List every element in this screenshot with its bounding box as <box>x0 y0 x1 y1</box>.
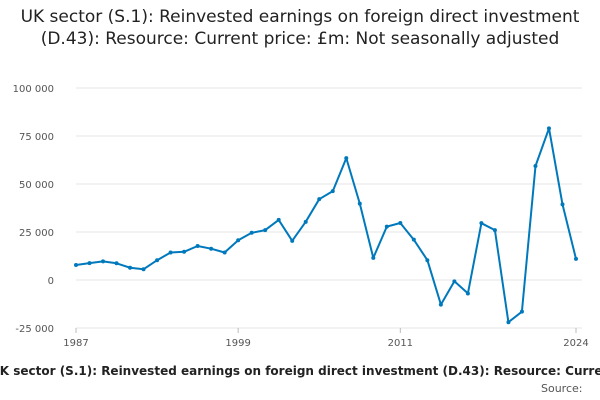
data-point[interactable] <box>141 267 146 272</box>
data-point[interactable] <box>560 202 565 207</box>
data-point[interactable] <box>546 126 551 131</box>
data-point[interactable] <box>398 220 403 225</box>
data-point[interactable] <box>195 244 200 249</box>
data-point[interactable] <box>357 201 362 206</box>
data-point[interactable] <box>371 255 376 260</box>
data-point[interactable] <box>438 302 443 307</box>
data-point[interactable] <box>182 249 187 254</box>
data-point[interactable] <box>317 197 322 202</box>
data-point[interactable] <box>506 320 511 325</box>
data-point[interactable] <box>249 230 254 235</box>
data-point[interactable] <box>465 291 470 296</box>
data-point[interactable] <box>209 246 214 251</box>
data-point[interactable] <box>519 309 524 314</box>
y-tick-label: 0 <box>48 276 54 287</box>
series-line <box>75 127 577 324</box>
x-tick-label: 1999 <box>225 338 250 349</box>
chart-title: UK sector (S.1): Reinvested earnings on … <box>20 7 580 49</box>
data-point[interactable] <box>344 156 349 161</box>
data-point[interactable] <box>168 250 173 255</box>
data-point[interactable] <box>384 224 389 229</box>
data-point[interactable] <box>236 238 241 243</box>
y-tick-label: 50 000 <box>19 180 54 191</box>
y-tick-label: 25 000 <box>19 228 54 239</box>
data-point[interactable] <box>276 217 281 222</box>
legend: UK sector (S.1): Reinvested earnings on … <box>0 364 600 382</box>
data-point[interactable] <box>101 259 106 264</box>
grid <box>76 87 582 329</box>
y-tick-label: 100 000 <box>13 84 54 95</box>
data-point[interactable] <box>290 238 295 243</box>
data-point[interactable] <box>74 263 78 268</box>
x-tick-label: 2024 <box>563 338 588 349</box>
data-point[interactable] <box>303 219 308 224</box>
data-point[interactable] <box>479 221 484 226</box>
y-tick-label: 75 000 <box>19 132 54 143</box>
data-point[interactable] <box>492 228 497 233</box>
data-point[interactable] <box>452 279 457 284</box>
data-point[interactable] <box>330 189 335 194</box>
data-point[interactable] <box>128 265 133 270</box>
legend-label: UK sector (S.1): Reinvested earnings on … <box>0 364 600 378</box>
data-point[interactable] <box>114 261 119 266</box>
series-layer <box>74 126 578 325</box>
data-point[interactable] <box>87 261 92 266</box>
data-point[interactable] <box>411 237 416 242</box>
data-point[interactable] <box>425 258 430 263</box>
x-tick-label: 2011 <box>388 338 413 349</box>
axes: 100 000 75 000 50 000 25 000 0 -25 000 1987 199… <box>13 84 589 349</box>
data-point[interactable] <box>222 250 227 255</box>
data-point[interactable] <box>574 256 578 261</box>
data-point[interactable] <box>263 228 268 233</box>
x-tick-label: 1987 <box>63 338 88 349</box>
source-label: Source: <box>541 382 583 395</box>
data-point[interactable] <box>533 163 538 168</box>
data-point[interactable] <box>155 258 160 263</box>
y-tick-label: -25 000 <box>15 324 54 335</box>
